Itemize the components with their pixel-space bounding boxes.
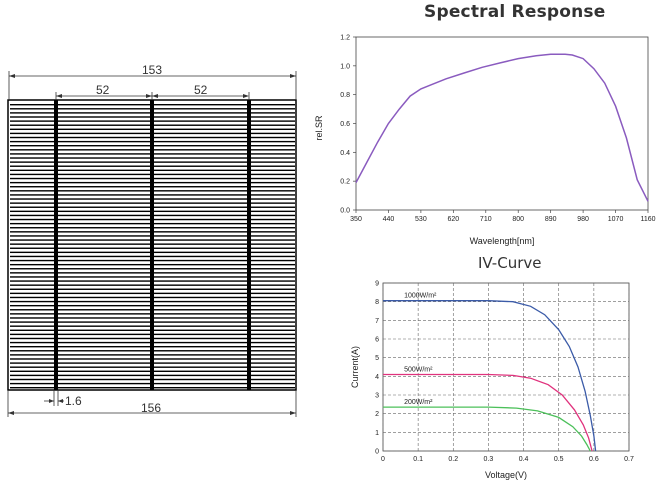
sr-y-tick-label: 0.8 (340, 92, 350, 99)
sr-y-tick-label: 1.0 (340, 63, 350, 70)
sr-x-tick-label: 620 (447, 216, 459, 223)
iv-series-line-2 (383, 373, 593, 452)
sr-x-tick-label: 1070 (608, 216, 624, 223)
iv-y-tick-label: 8 (375, 299, 379, 306)
busbar-3 (247, 100, 251, 390)
iv-x-axis-label: Voltage(V) (485, 470, 527, 480)
iv-y-tick-label: 0 (375, 449, 379, 456)
sr-y-tick-label: 0.0 (340, 208, 350, 215)
iv-x-tick-label: 0 (381, 456, 385, 463)
iv-y-tick-label: 3 (375, 393, 379, 400)
sr-x-axis-label: Wavelength[nm] (470, 236, 535, 246)
iv-series-line-3 (383, 406, 591, 452)
sr-x-tick-label: 710 (480, 216, 492, 223)
sr-x-tick-label: 980 (577, 216, 589, 223)
iv-series-label: 500W/m² (404, 366, 433, 373)
sr-x-tick-label: 1160 (640, 216, 655, 223)
iv-y-axis-label: Current(A) (350, 346, 360, 388)
iv-y-tick-label: 5 (375, 355, 379, 362)
iv-y-tick-label: 9 (375, 281, 379, 288)
sr-x-tick-label: 440 (383, 216, 395, 223)
iv-y-tick-label: 6 (375, 337, 379, 344)
iv-x-tick-label: 0.5 (554, 456, 564, 463)
dim-bottom-label: 156 (141, 401, 161, 415)
sr-y-tick-label: 0.2 (340, 179, 350, 186)
sr-x-tick-label: 890 (545, 216, 557, 223)
sr-x-tick-label: 800 (512, 216, 524, 223)
spectral-response-chart: 350 440 530 620 710 800 890 980 1070 1160 0.0 0.2 0… (314, 35, 656, 247)
iv-x-tick-label: 0.1 (413, 456, 423, 463)
solar-cell-drawing (7, 99, 297, 391)
spectral-response-title: Spectral Response (424, 2, 606, 22)
sr-series-line (355, 53, 649, 202)
iv-curve-chart: 0 0.1 0.2 0.3 0.4 0.5 0.6 0.7 0 1 2 3 4 5 6 7 8 9 1000W/… (350, 281, 634, 481)
dim-busbar-right-label: 52 (194, 83, 208, 97)
busbar-2 (150, 100, 154, 390)
dim-top-label: 153 (142, 63, 162, 77)
sr-y-axis-label: rel.SR (314, 115, 324, 141)
iv-y-tick-label: 2 (375, 411, 379, 418)
iv-y-tick-label: 4 (375, 374, 379, 381)
iv-x-tick-label: 0.6 (589, 456, 599, 463)
dim-busbar-left-label: 52 (96, 83, 110, 97)
dim-busbar-width-label: 1.6 (65, 394, 82, 408)
iv-x-tick-label: 0.4 (519, 456, 529, 463)
busbar-1 (54, 100, 58, 390)
iv-y-tick-label: 1 (375, 430, 379, 437)
sr-y-tick-label: 0.4 (340, 150, 350, 157)
sr-y-tick-label: 1.2 (340, 35, 350, 42)
sr-x-tick-label: 350 (350, 216, 362, 223)
iv-series-line-1 (383, 300, 597, 452)
iv-series-label: 200W/m² (404, 399, 433, 406)
sr-x-tick-label: 530 (415, 216, 427, 223)
iv-series-label: 1000W/m² (404, 293, 437, 300)
iv-y-tick-label: 7 (375, 318, 379, 325)
sr-y-tick-label: 0.6 (340, 121, 350, 128)
iv-x-tick-label: 0.2 (448, 456, 458, 463)
iv-x-tick-label: 0.7 (624, 456, 634, 463)
dimension-arrows (8, 74, 296, 415)
iv-curve-title: IV-Curve (478, 254, 542, 272)
iv-x-tick-label: 0.3 (484, 456, 494, 463)
